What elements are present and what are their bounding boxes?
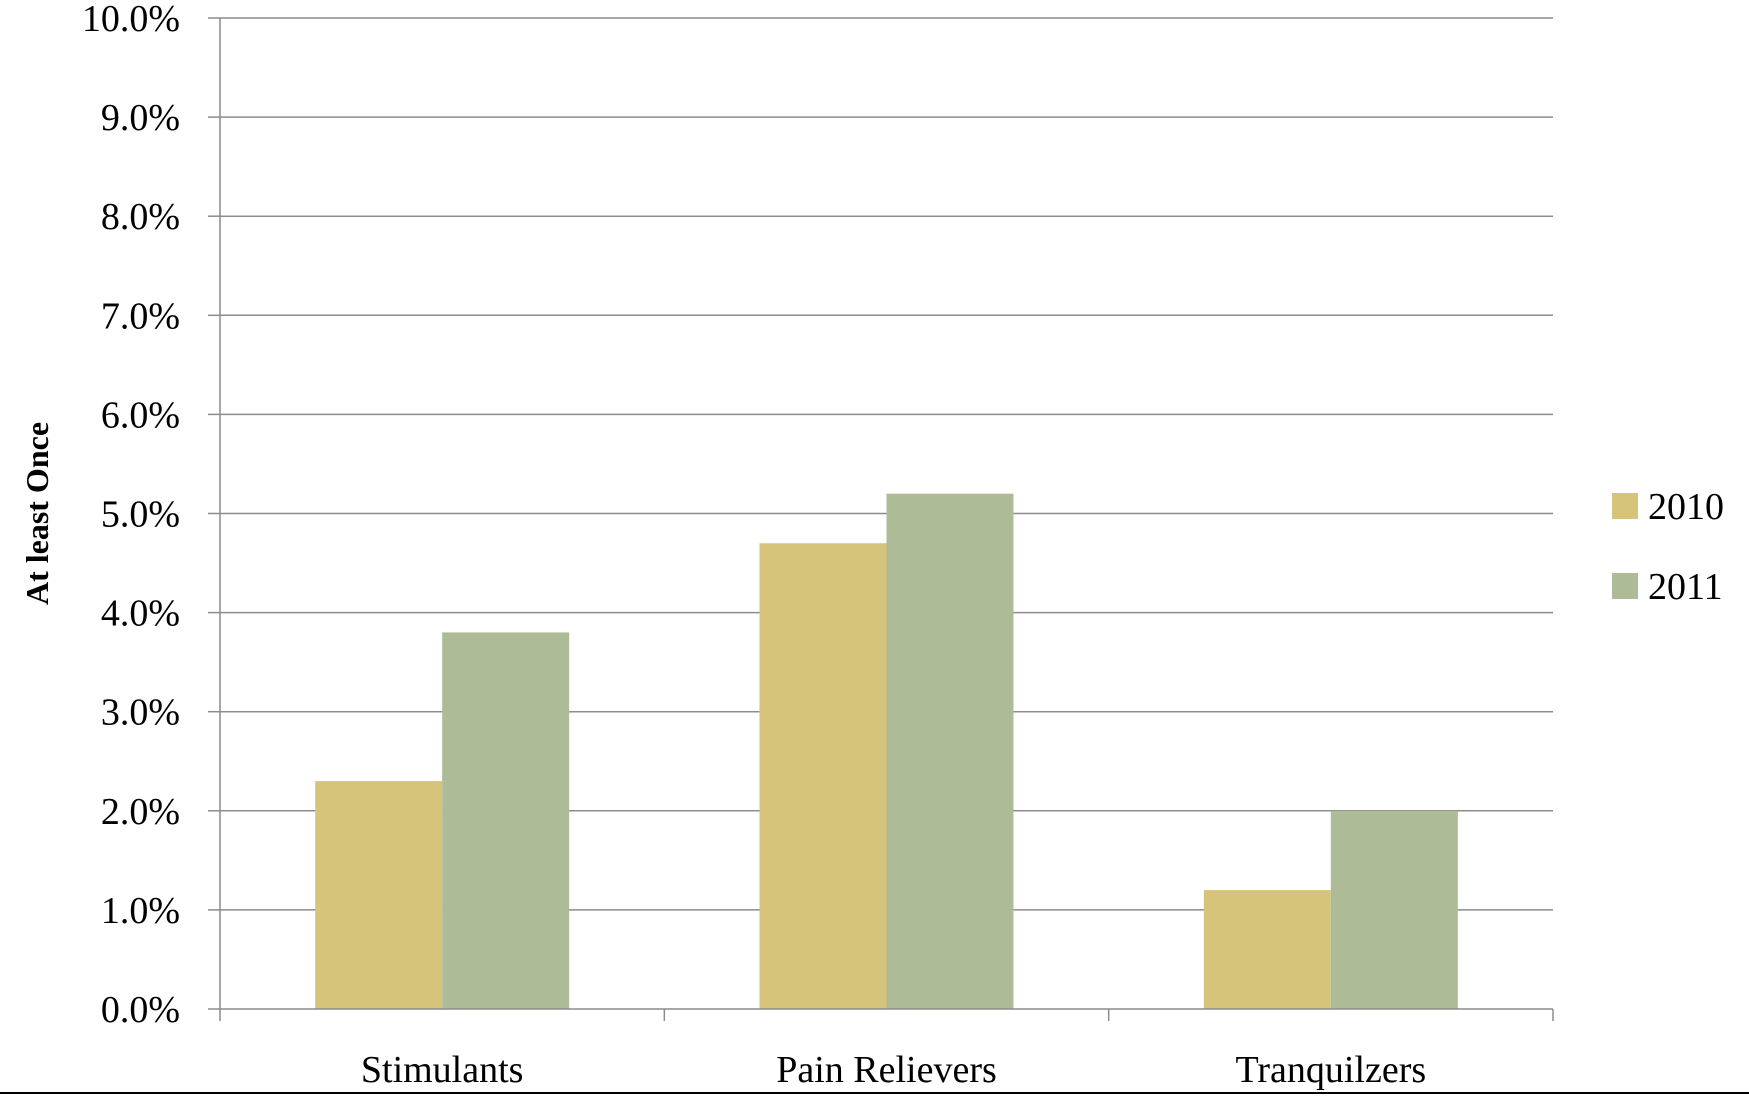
y-tick-label: 10.0% bbox=[82, 0, 180, 40]
legend-label-2011: 2011 bbox=[1648, 566, 1723, 608]
x-category-label: Tranquilzers bbox=[1235, 1049, 1426, 1091]
y-tick-labels: 0.0% 1.0% 2.0% 3.0% 4.0% 5.0% 6.0% 7.0% 8.0% 9.0%… bbox=[82, 0, 180, 1031]
bar-2011-pain-relievers bbox=[886, 493, 1014, 1009]
y-tick-label: 4.0% bbox=[101, 593, 180, 635]
x-category-label: Pain Relievers bbox=[776, 1049, 997, 1091]
y-tick-label: 5.0% bbox=[101, 494, 180, 536]
y-tick-label: 3.0% bbox=[101, 692, 180, 734]
x-category-label: Stimulants bbox=[361, 1049, 524, 1091]
bar-2011-stimulants bbox=[442, 632, 570, 1009]
y-tick-label: 1.0% bbox=[101, 890, 180, 932]
y-tick-label: 0.0% bbox=[101, 989, 180, 1031]
y-tick-label: 9.0% bbox=[101, 97, 180, 139]
bar-2010-tranquilzers bbox=[1203, 890, 1331, 1009]
bars bbox=[315, 493, 1458, 1009]
legend-swatch-2010 bbox=[1612, 493, 1638, 519]
x-category-labels: Stimulants Pain Relievers Tranquilzers bbox=[361, 1049, 1426, 1091]
y-tick-label: 7.0% bbox=[101, 295, 180, 337]
y-tick-label: 8.0% bbox=[101, 196, 180, 238]
legend-label-2010: 2010 bbox=[1648, 486, 1724, 528]
bar-2011-tranquilzers bbox=[1330, 810, 1458, 1009]
y-axis-title: At least Once bbox=[19, 422, 55, 605]
bar-2010-stimulants bbox=[315, 781, 443, 1009]
y-tick-label: 6.0% bbox=[101, 394, 180, 436]
y-tick-label: 2.0% bbox=[101, 791, 180, 833]
bar-2010-pain-relievers bbox=[759, 543, 887, 1009]
legend-swatch-2011 bbox=[1612, 573, 1638, 599]
legend: 2010 2011 bbox=[1612, 486, 1724, 608]
axes bbox=[208, 17, 1554, 1021]
